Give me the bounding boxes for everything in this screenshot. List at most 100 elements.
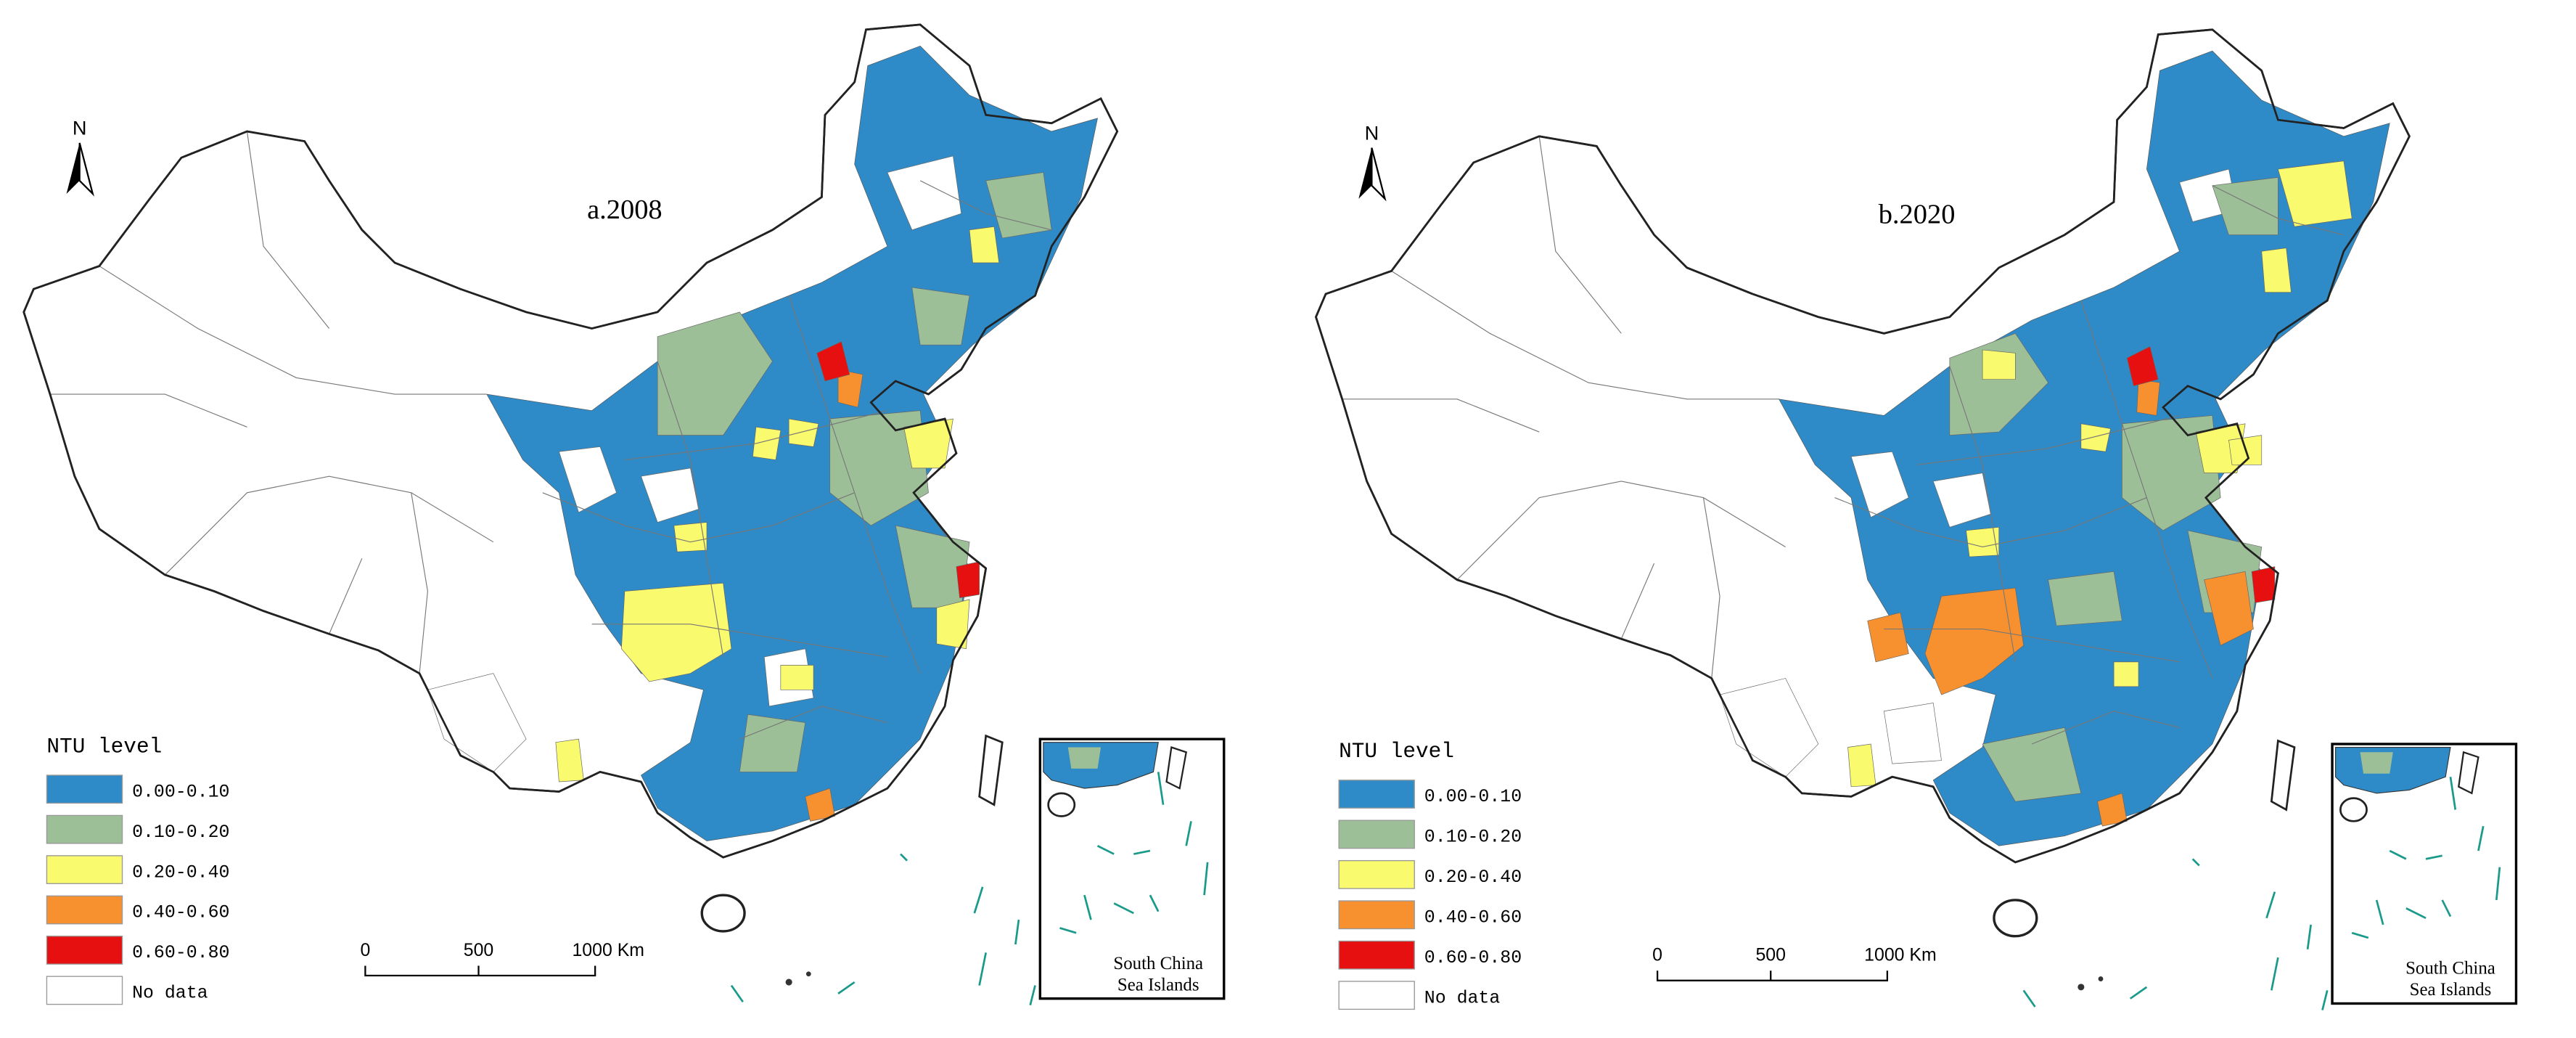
boundary	[542, 492, 855, 543]
boundary	[164, 475, 494, 576]
inset-sea-island	[2441, 899, 2452, 918]
scale-bar	[364, 965, 596, 977]
north-label: N	[1365, 121, 1379, 144]
boundary	[246, 131, 330, 329]
inset-sea-island	[1157, 772, 1165, 805]
region	[657, 311, 773, 436]
inset-sea-island	[1083, 894, 1092, 920]
region	[2136, 379, 2160, 416]
legend-title: NTU level	[1339, 740, 1454, 764]
region	[2126, 346, 2159, 387]
region	[1883, 703, 1942, 764]
inset-label: South China	[1113, 954, 1203, 973]
boundary	[1834, 497, 2147, 548]
region	[2080, 423, 2111, 452]
north-label: N	[73, 117, 87, 139]
inset-sea-island	[2425, 854, 2442, 860]
region	[558, 446, 617, 513]
legend-label: 0.00-0.10	[132, 782, 229, 802]
region	[2204, 571, 2254, 646]
inset-sea-island	[1113, 902, 1134, 915]
inset-island	[2458, 751, 2479, 795]
inset-map: South China Sea Islands	[1038, 737, 1226, 1000]
region	[1924, 587, 2025, 695]
region	[1949, 332, 2049, 436]
region	[887, 155, 962, 231]
inset-sea-island	[1185, 821, 1192, 846]
sea-island	[2022, 989, 2036, 1008]
region	[2277, 160, 2353, 227]
boundary	[1456, 481, 1786, 581]
boundary	[2212, 185, 2345, 236]
boundary	[1916, 414, 2180, 465]
region	[788, 418, 819, 447]
north-arrow	[66, 142, 80, 194]
region	[2122, 415, 2221, 531]
region	[911, 287, 970, 346]
legend-label: No data	[132, 984, 208, 1004]
region	[1867, 612, 1909, 663]
legend-label: No data	[1424, 988, 1501, 1008]
boundary	[1949, 366, 2016, 662]
inset-land	[2360, 752, 2393, 774]
scale-bar	[1656, 970, 1889, 981]
panel-title: b.2020	[1879, 200, 1956, 230]
island-hainan	[1993, 899, 2038, 938]
sea-island	[1029, 985, 1036, 1006]
sea-island	[2129, 986, 2148, 1000]
sea-island	[978, 952, 988, 986]
region	[1850, 451, 1909, 518]
legend-swatch	[46, 855, 123, 884]
inset-sea-island	[1096, 845, 1115, 855]
region	[936, 599, 970, 650]
country-outline	[1315, 28, 2411, 864]
legend-label: 0.20-0.40	[1424, 867, 1522, 888]
scale-label: 1000 Km	[572, 940, 644, 960]
legend-swatch	[1338, 900, 1415, 930]
legend-label: 0.00-0.10	[1424, 787, 1522, 807]
scale-label: 500	[464, 940, 494, 960]
region	[969, 226, 1000, 263]
sea-island	[2191, 858, 2200, 867]
region	[2113, 661, 2139, 687]
scale-label: 500	[1755, 945, 1786, 965]
sea-island	[2098, 976, 2104, 981]
inset-island	[1047, 792, 1076, 817]
boundary	[1391, 270, 1779, 400]
region	[837, 369, 864, 408]
boundary	[2080, 300, 2213, 679]
country-outline	[22, 23, 1119, 859]
region	[427, 673, 527, 772]
inset-island	[1165, 746, 1188, 790]
inset-sea-island	[1133, 849, 1151, 855]
boundary	[49, 393, 247, 428]
region	[816, 341, 850, 382]
map-panel: b.2020 N NTU level 0.00-0.10 0.10-0.20 0.20-0…	[1315, 28, 2518, 1010]
inset-sea-island	[2351, 931, 2369, 939]
region	[2097, 793, 2128, 827]
region	[555, 738, 584, 782]
region	[2048, 571, 2122, 626]
inset-sea-island	[2477, 825, 2485, 851]
legend-swatch	[46, 775, 123, 804]
legend-swatch	[1338, 981, 1415, 1010]
sea-island	[900, 853, 908, 862]
boundary	[329, 558, 363, 634]
north-arrow	[1371, 147, 1387, 202]
inset-sea-island	[2405, 907, 2427, 920]
inset-sea-island	[1059, 927, 1077, 934]
inset-map: South China Sea Islands	[2331, 743, 2518, 1005]
boundary	[1702, 497, 1720, 679]
legend-label: 0.40-0.60	[1424, 907, 1522, 928]
inset-label: Sea Islands	[1117, 975, 1199, 994]
legend-label: 0.60-0.80	[1424, 948, 1522, 968]
boundary	[919, 180, 1052, 231]
legend-label: 0.20-0.40	[132, 862, 229, 883]
scale-label: 0	[360, 940, 370, 960]
boundary	[99, 266, 487, 395]
legend-swatch	[1338, 859, 1415, 889]
north-arrow	[1358, 147, 1372, 199]
sea-island	[805, 971, 811, 977]
boundary	[657, 361, 724, 658]
